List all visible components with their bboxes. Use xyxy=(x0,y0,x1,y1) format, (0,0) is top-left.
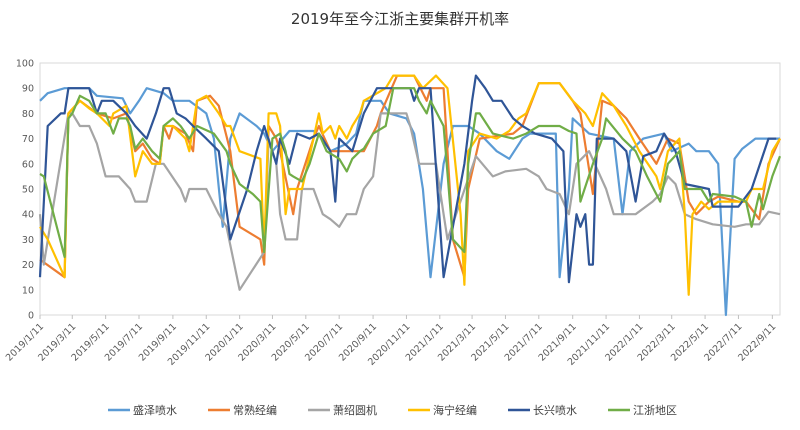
legend-label: 常熟经编 xyxy=(233,403,277,417)
y-tick-label: 90 xyxy=(22,84,34,95)
legend-item: 海宁经编 xyxy=(408,403,477,417)
legend-label: 盛泽喷水 xyxy=(133,403,177,417)
legend-label: 萧绍圆机 xyxy=(333,403,377,417)
series-line-5 xyxy=(39,87,782,259)
legend-label: 江浙地区 xyxy=(633,404,677,417)
y-tick-label: 0 xyxy=(28,311,34,322)
axes: 01020304050607080901002019/1/112019/3/11… xyxy=(4,59,781,368)
y-tick-label: 80 xyxy=(22,109,34,120)
legend: 盛泽喷水 常熟经编 萧绍圆机 海宁经编 长兴喷水 江浙地区 xyxy=(108,403,677,417)
y-tick-label: 50 xyxy=(22,185,34,196)
y-tick-label: 70 xyxy=(22,134,34,145)
y-tick-label: 10 xyxy=(22,285,34,296)
legend-label: 海宁经编 xyxy=(433,403,477,417)
y-tick-label: 40 xyxy=(22,210,34,221)
plot-area xyxy=(39,62,781,316)
y-tick-label: 20 xyxy=(22,260,34,271)
legend-label: 长兴喷水 xyxy=(533,404,577,417)
y-tick-label: 60 xyxy=(22,159,34,170)
y-tick-label: 30 xyxy=(22,235,34,246)
legend-item: 萧绍圆机 xyxy=(308,403,377,417)
legend-item: 江浙地区 xyxy=(608,404,677,417)
chart-title: 2019年至今江浙主要集群开机率 xyxy=(291,10,509,28)
legend-item: 常熟经编 xyxy=(208,403,277,417)
y-tick-label: 100 xyxy=(16,59,34,70)
legend-item: 长兴喷水 xyxy=(508,404,577,417)
legend-item: 盛泽喷水 xyxy=(108,403,177,417)
series-lines xyxy=(38,74,782,317)
series-line-2 xyxy=(38,112,781,291)
